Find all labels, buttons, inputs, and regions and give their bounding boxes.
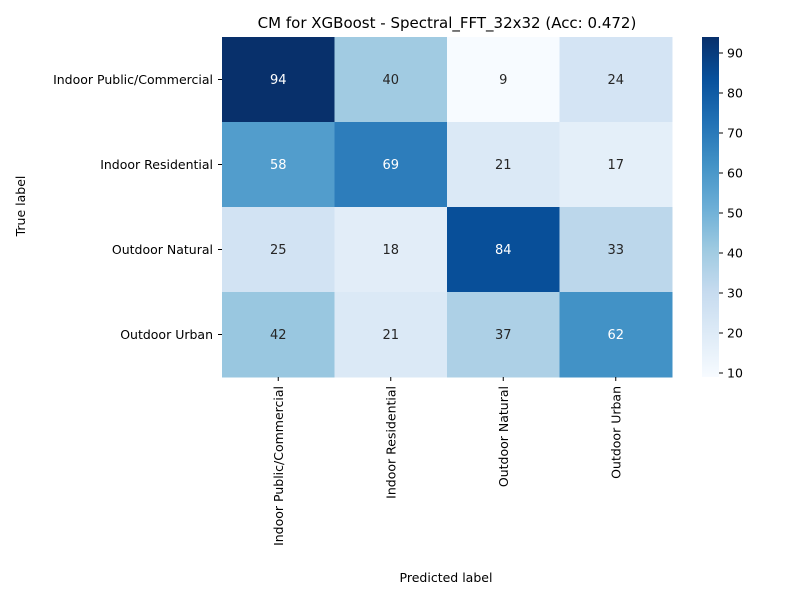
heatmap-cell	[447, 207, 560, 293]
colorbar-tick-label: 50	[727, 206, 743, 221]
heatmap-cell	[222, 292, 335, 378]
colorbar-tick-label: 40	[727, 246, 743, 261]
cell-value-label: 37	[495, 328, 512, 343]
cell-value-label: 17	[607, 158, 624, 173]
column-tick-label: Indoor Public/Commercial	[271, 386, 286, 546]
heatmap-cell	[447, 122, 560, 208]
cell-value-label: 62	[607, 328, 624, 343]
colorbar-tick-label: 90	[727, 46, 743, 61]
x-axis-label: Predicted label	[400, 570, 493, 585]
y-axis-label: True label	[13, 176, 28, 238]
heatmap-cell	[222, 122, 335, 208]
cell-value-label: 21	[495, 158, 512, 173]
chart-title: CM for XGBoost - Spectral_FFT_32x32 (Acc…	[258, 14, 637, 33]
cell-value-label: 24	[607, 73, 624, 88]
cell-value-label: 18	[382, 243, 399, 258]
heatmap-cell	[447, 37, 560, 123]
row-tick-label: Indoor Public/Commercial	[53, 72, 213, 87]
colorbar-tick-label: 70	[727, 126, 743, 141]
heatmap-cell	[222, 37, 335, 123]
heatmap-cell	[559, 122, 673, 208]
column-tick-label: Outdoor Natural	[496, 386, 511, 487]
colorbar-tick-label: 80	[727, 86, 743, 101]
row-tick-label: Indoor Residential	[100, 157, 213, 172]
cell-value-label: 69	[382, 158, 399, 173]
colorbar	[702, 37, 719, 377]
heatmap-cells: 94 40 9 24 58 69 21 17 25 18 84 33 42 21 37 62	[222, 37, 673, 378]
cell-value-label: 25	[270, 243, 287, 258]
colorbar-tick-label: 10	[727, 366, 743, 381]
row-tick-labels: Indoor Public/Commercial Indoor Residenti…	[53, 72, 222, 342]
cell-value-label: 33	[607, 243, 624, 258]
heatmap-cell	[334, 37, 448, 123]
colorbar-tick-label: 30	[727, 286, 743, 301]
cell-value-label: 9	[499, 73, 507, 88]
colorbar-tick-label: 60	[727, 166, 743, 181]
heatmap-cell	[222, 207, 335, 293]
heatmap-cell	[334, 122, 448, 208]
cell-value-label: 84	[495, 243, 512, 258]
row-tick-label: Outdoor Natural	[112, 242, 213, 257]
colorbar-ticks: 10 20 30 40 50 60 70 80 90	[719, 46, 743, 381]
heatmap-cell	[334, 207, 448, 293]
cell-value-label: 40	[382, 73, 399, 88]
cell-value-label: 58	[270, 158, 287, 173]
heatmap-cell	[559, 292, 673, 378]
row-tick-label: Outdoor Urban	[120, 327, 213, 342]
cell-value-label: 94	[270, 73, 287, 88]
column-tick-label: Outdoor Urban	[608, 386, 623, 479]
heatmap-cell	[559, 37, 673, 123]
cell-value-label: 42	[270, 328, 287, 343]
column-tick-label: Indoor Residential	[383, 386, 398, 499]
column-tick-labels: Indoor Public/Commercial Indoor Residenti…	[271, 377, 623, 546]
colorbar-tick-label: 20	[727, 326, 743, 341]
heatmap-cell	[559, 207, 673, 293]
heatmap-cell	[447, 292, 560, 378]
heatmap-cell	[334, 292, 448, 378]
cell-value-label: 21	[382, 328, 399, 343]
